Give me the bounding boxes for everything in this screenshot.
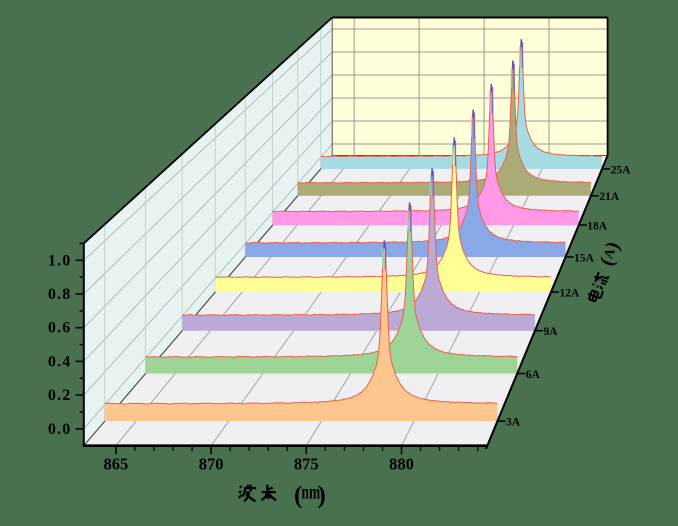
svg-text:1.0: 1.0	[48, 252, 72, 269]
svg-text:875: 875	[294, 455, 319, 474]
svg-text:): )	[318, 482, 326, 509]
svg-text:12A: 12A	[560, 288, 581, 300]
svg-text:18A: 18A	[587, 221, 608, 233]
svg-text:0.2: 0.2	[48, 387, 72, 404]
svg-text:880: 880	[389, 455, 414, 474]
svg-text:0.4: 0.4	[48, 353, 72, 370]
svg-text:0.8: 0.8	[48, 286, 72, 303]
svg-text:nm: nm	[302, 481, 321, 503]
svg-text:25A: 25A	[611, 164, 632, 176]
svg-text:15A: 15A	[574, 252, 595, 264]
svg-text:0.6: 0.6	[48, 320, 72, 337]
svg-text:0.0: 0.0	[48, 421, 72, 438]
svg-text:(: (	[294, 482, 302, 509]
svg-text:3A: 3A	[506, 417, 521, 429]
svg-text:870: 870	[199, 455, 224, 474]
svg-text:21A: 21A	[599, 191, 620, 203]
svg-text:9A: 9A	[544, 326, 559, 338]
svg-text:6A: 6A	[526, 369, 541, 381]
svg-text:865: 865	[104, 455, 129, 474]
